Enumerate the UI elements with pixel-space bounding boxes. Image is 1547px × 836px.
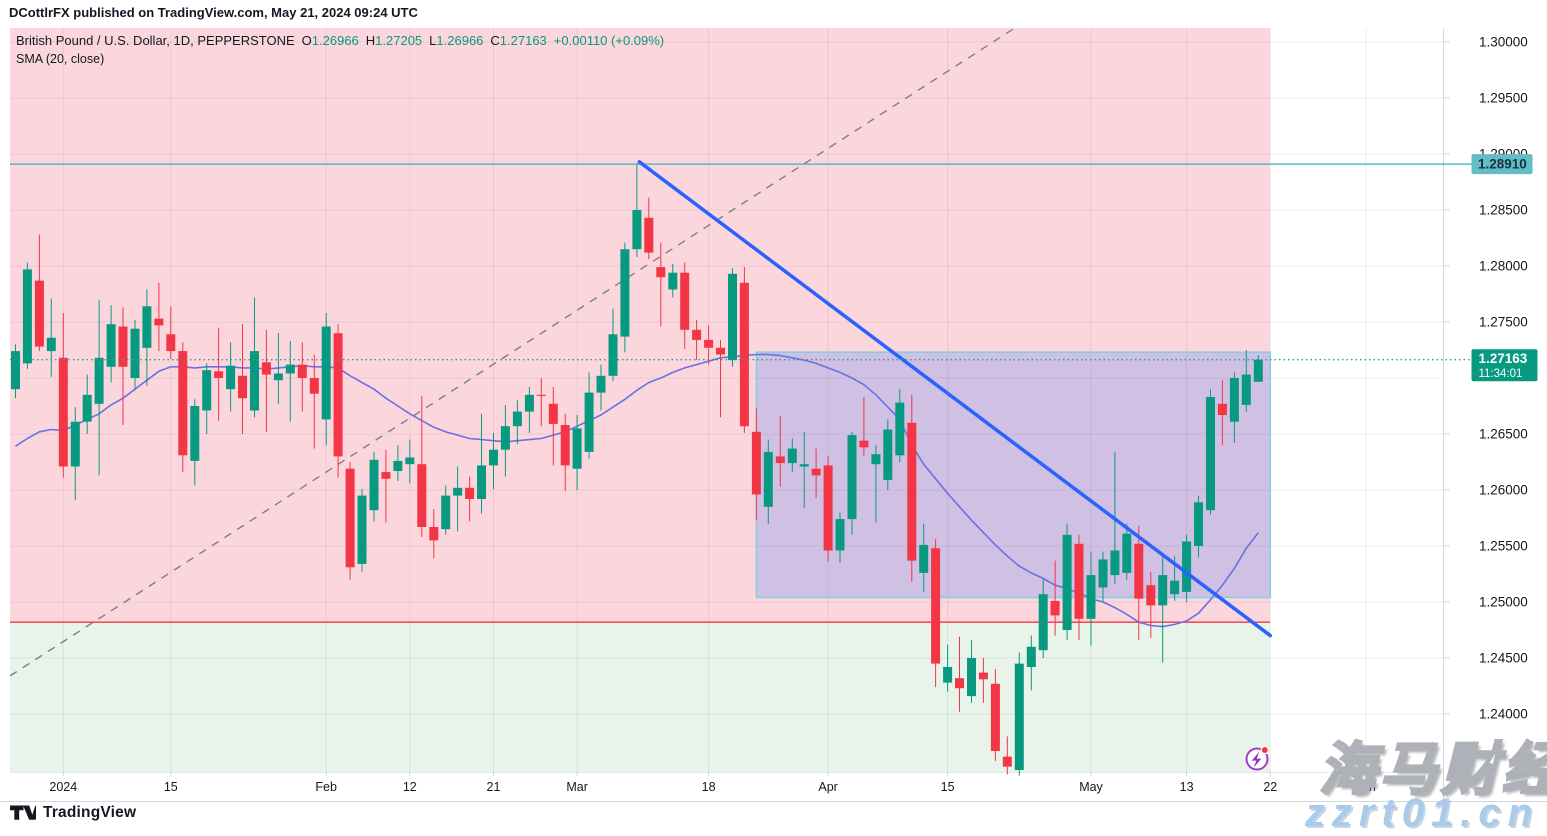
- price-axis-label: 1.29500: [1479, 91, 1528, 106]
- grid-lines: [10, 28, 1443, 772]
- time-axis-label: Mar: [566, 780, 588, 794]
- time-axis-label: 21: [487, 780, 501, 794]
- last-price-label: 1.27163 11:34:01: [1471, 349, 1538, 382]
- time-axis-label: May: [1079, 780, 1103, 794]
- indicator-legend[interactable]: SMA (20, close): [16, 52, 105, 66]
- watermark-chinese: 海马财经: [1318, 737, 1547, 804]
- close-value: 1.27163: [499, 33, 547, 48]
- time-axis-label: Feb: [315, 780, 337, 794]
- time-axis-label: 22: [1263, 780, 1277, 794]
- symbol-legend-row[interactable]: British Pound / U.S. Dollar, 1D, PEPPERS…: [16, 33, 664, 48]
- tradingview-logo-icon: [10, 805, 36, 820]
- price-axis-label: 1.24000: [1479, 707, 1528, 722]
- candles: [11, 164, 1263, 776]
- time-axis-label: 2024: [49, 780, 77, 794]
- sma-line: [15, 353, 1259, 628]
- tradingview-logo[interactable]: TradingView: [10, 804, 136, 822]
- background-zones: [10, 28, 1270, 772]
- time-axis-label: 18: [702, 780, 716, 794]
- resistance-price-label: 1.28910: [1471, 154, 1533, 175]
- chart-legend[interactable]: British Pound / U.S. Dollar, 1D, PEPPERS…: [16, 33, 664, 66]
- symbol-title: British Pound / U.S. Dollar, 1D, PEPPERS…: [16, 33, 295, 48]
- open-label: O: [301, 33, 312, 48]
- high-value: 1.27205: [375, 33, 423, 48]
- price-axis-label: 1.26500: [1479, 427, 1528, 442]
- price-axis-label: 1.28000: [1479, 259, 1528, 274]
- attribution: DCottlrFX published on TradingView.com, …: [9, 5, 418, 20]
- axis-borders: [0, 28, 1547, 802]
- time-axis[interactable]: 2024 15 Feb 12 21 Mar 18 Apr 15 May 13 22 Jun: [49, 772, 1376, 794]
- price-axis[interactable]: 1.300001.295001.290001.285001.280001.275…: [1443, 35, 1528, 722]
- change-value: +0.00110 (+0.09%): [553, 33, 665, 48]
- close-label: C: [490, 33, 500, 48]
- boost-lightning-icon[interactable]: [1245, 745, 1270, 771]
- price-axis-label: 1.28500: [1479, 203, 1528, 218]
- price-axis-label: 1.25000: [1479, 595, 1528, 610]
- low-value: 1.26966: [436, 33, 484, 48]
- tradingview-logo-text: TradingView: [43, 804, 137, 821]
- svg-text:1.27163: 1.27163: [1479, 351, 1528, 366]
- price-axis-label: 1.30000: [1479, 35, 1528, 50]
- time-axis-label: 15: [941, 780, 955, 794]
- uptrend-dashed-line[interactable]: [9, 26, 1017, 677]
- time-axis-label: 12: [403, 780, 417, 794]
- time-axis-label: Apr: [818, 780, 837, 794]
- low-label: L: [429, 33, 437, 48]
- bar-countdown: 11:34:01: [1479, 368, 1523, 380]
- price-axis-label: 1.25500: [1479, 539, 1528, 554]
- price-axis-label: 1.27500: [1479, 315, 1528, 330]
- high-label: H: [365, 33, 376, 48]
- time-axis-label: 13: [1180, 780, 1194, 794]
- price-axis-label: 1.26000: [1479, 483, 1528, 498]
- time-axis-label: Jun: [1356, 780, 1376, 794]
- time-axis-label: 15: [164, 780, 178, 794]
- downtrend-line[interactable]: [637, 160, 1273, 638]
- svg-text:1.28910: 1.28910: [1478, 157, 1527, 172]
- price-axis-label: 1.24500: [1479, 651, 1528, 666]
- open-value: 1.26966: [311, 33, 359, 48]
- watermark-url: zzrt01.cn: [1304, 791, 1539, 835]
